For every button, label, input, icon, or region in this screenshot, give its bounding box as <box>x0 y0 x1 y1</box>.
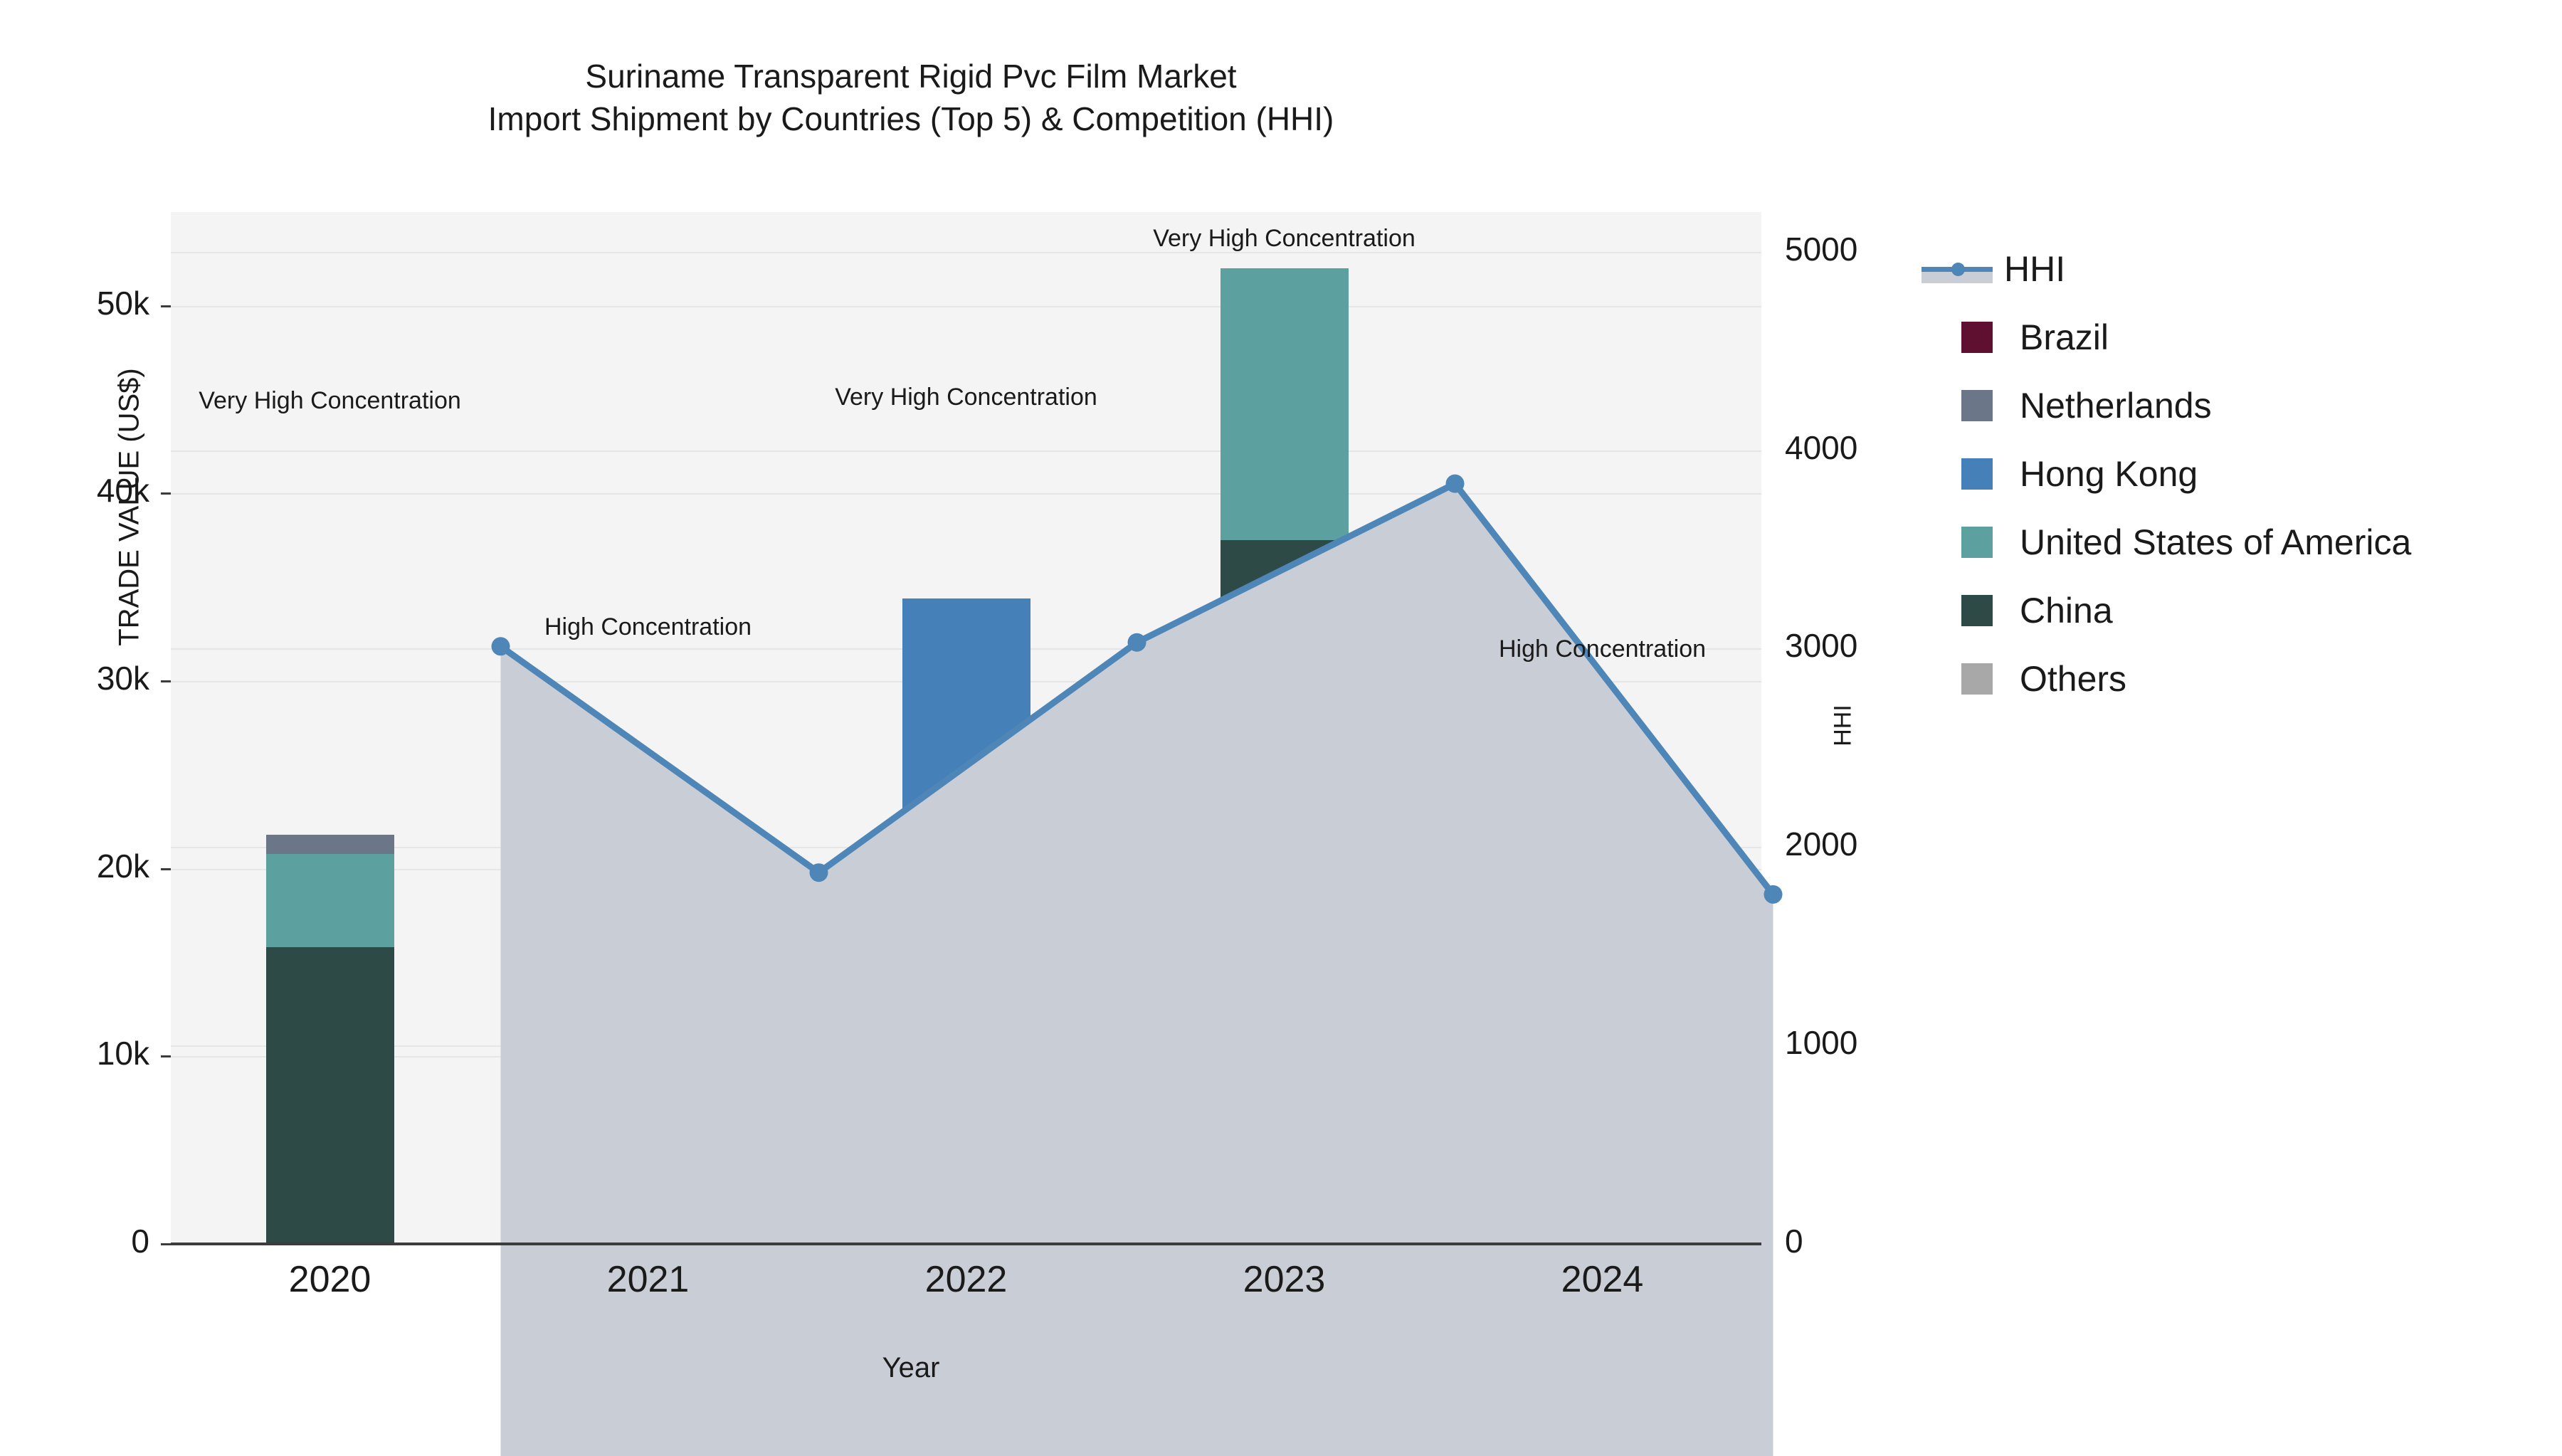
x-axis-tick-label: 2021 <box>606 1259 690 1300</box>
hhi-data-point[interactable] <box>809 863 828 882</box>
bar-segment[interactable] <box>902 598 1030 1042</box>
chart-title-line-2: Import Shipment by Countries (Top 5) & C… <box>487 100 1334 137</box>
bar-segment[interactable] <box>1538 1163 1667 1188</box>
x-axis-tick-label: 2024 <box>1561 1259 1644 1300</box>
legend-item-united-states-of-america[interactable]: United States of America <box>1922 508 2534 576</box>
bar-segment[interactable] <box>584 1183 712 1244</box>
bar-segment[interactable] <box>1538 1053 1667 1164</box>
legend-item-hhi[interactable]: HHI <box>1922 235 2534 303</box>
hhi-markers <box>491 474 1783 904</box>
y-axis-left-tick-label: 40k <box>96 472 149 510</box>
y-axis-left-tick-label: 10k <box>96 1035 149 1072</box>
bar-segment[interactable] <box>902 1183 1030 1244</box>
hhi-annotation-label: High Concentration <box>1498 635 1707 663</box>
legend-item-brazil[interactable]: Brazil <box>1922 303 2534 371</box>
legend-item-label: Netherlands <box>2020 386 2212 426</box>
bar-segment[interactable] <box>1538 853 1667 1053</box>
y-axis-left-tick-label: 0 <box>131 1223 149 1260</box>
gridline-secondary <box>171 450 1761 452</box>
bar-segment[interactable] <box>584 915 712 1074</box>
hhi-data-point[interactable] <box>1764 885 1783 904</box>
y-axis-right-tick-label: 3000 <box>1785 627 1858 665</box>
legend-item-label: HHI <box>2004 249 2066 289</box>
y-axis-right-tick-label: 5000 <box>1785 230 1858 268</box>
y-axis-right-tick-label: 4000 <box>1785 428 1858 466</box>
chart-title: Suriname Transparent Rigid Pvc Film Mark… <box>0 56 1822 141</box>
hhi-data-point[interactable] <box>1445 474 1465 493</box>
gridline <box>171 305 1761 307</box>
y-axis-left-tick-label: 50k <box>96 284 149 322</box>
y-axis-left-tick-mark <box>161 1055 171 1058</box>
legend-color-swatch <box>1961 527 1993 558</box>
legend-item-netherlands[interactable]: Netherlands <box>1922 371 2534 440</box>
bar-segment[interactable] <box>902 1041 1030 1184</box>
y-axis-right-title: HHI <box>1829 705 1857 747</box>
legend-color-swatch <box>1961 458 1993 490</box>
y-axis-left-tick-mark <box>161 1243 171 1245</box>
y-axis-left-tick-label: 20k <box>96 847 149 885</box>
legend-item-label: Others <box>2020 659 2127 699</box>
y-axis-left-tick-mark <box>161 492 171 495</box>
bar-segment[interactable] <box>1220 268 1349 541</box>
legend-line-icon <box>1922 253 1993 285</box>
y-axis-left-tick-mark <box>161 305 171 307</box>
y-axis-left-title: TRADE VALUE (US$) <box>113 368 145 646</box>
y-axis-right-tick-label: 2000 <box>1785 825 1858 863</box>
bar-segment[interactable] <box>265 835 394 854</box>
y-axis-right-tick-label: 1000 <box>1785 1024 1858 1062</box>
legend-color-swatch <box>1961 322 1993 353</box>
hhi-line-series <box>491 474 1783 1456</box>
gridline <box>171 493 1761 495</box>
legend-item-label: Hong Kong <box>2020 454 2198 494</box>
y-axis-left-tick-mark <box>161 680 171 683</box>
hhi-annotation-label: Very High Concentration <box>199 387 461 415</box>
gridline-secondary <box>171 251 1761 253</box>
hhi-annotation-label: High Concentration <box>544 613 752 641</box>
hhi-annotation-label: Very High Concentration <box>835 383 1097 411</box>
legend-item-china[interactable]: China <box>1922 576 2534 645</box>
x-axis-tick-label: 2022 <box>924 1259 1008 1300</box>
legend-item-hong-kong[interactable]: Hong Kong <box>1922 440 2534 508</box>
hhi-annotation-label: Very High Concentration <box>1153 224 1416 252</box>
plot-area <box>171 212 1783 1456</box>
legend-item-label: Brazil <box>2020 317 2109 357</box>
hhi-line <box>497 480 1776 898</box>
legend-color-swatch <box>1961 663 1993 695</box>
y-axis-left-tick-label: 30k <box>96 660 149 697</box>
legend-item-label: China <box>2020 591 2113 631</box>
x-axis-tick-label: 2020 <box>288 1259 371 1300</box>
bar-segment[interactable] <box>1538 1187 1667 1244</box>
bar-segment[interactable] <box>265 947 394 1244</box>
legend-color-swatch <box>1961 595 1993 626</box>
bar-segment[interactable] <box>584 1073 712 1184</box>
legend-color-swatch <box>1961 390 1993 421</box>
y-axis-left-tick-mark <box>161 867 171 870</box>
x-axis-tick-label: 2023 <box>1243 1259 1326 1300</box>
x-axis-line <box>171 1243 1761 1245</box>
legend: HHI Brazil Netherlands Hong Kong United Stat… <box>1922 235 2534 713</box>
x-axis-title: Year <box>882 1352 940 1383</box>
legend-item-label: United States of America <box>2020 522 2412 562</box>
bar-segment[interactable] <box>265 853 394 948</box>
chart-title-line-1: Suriname Transparent Rigid Pvc Film Mark… <box>585 58 1237 95</box>
bar-segment[interactable] <box>1220 540 1349 1244</box>
y-axis-right-tick-label: 0 <box>1785 1223 1803 1260</box>
legend-item-others[interactable]: Others <box>1922 645 2534 713</box>
